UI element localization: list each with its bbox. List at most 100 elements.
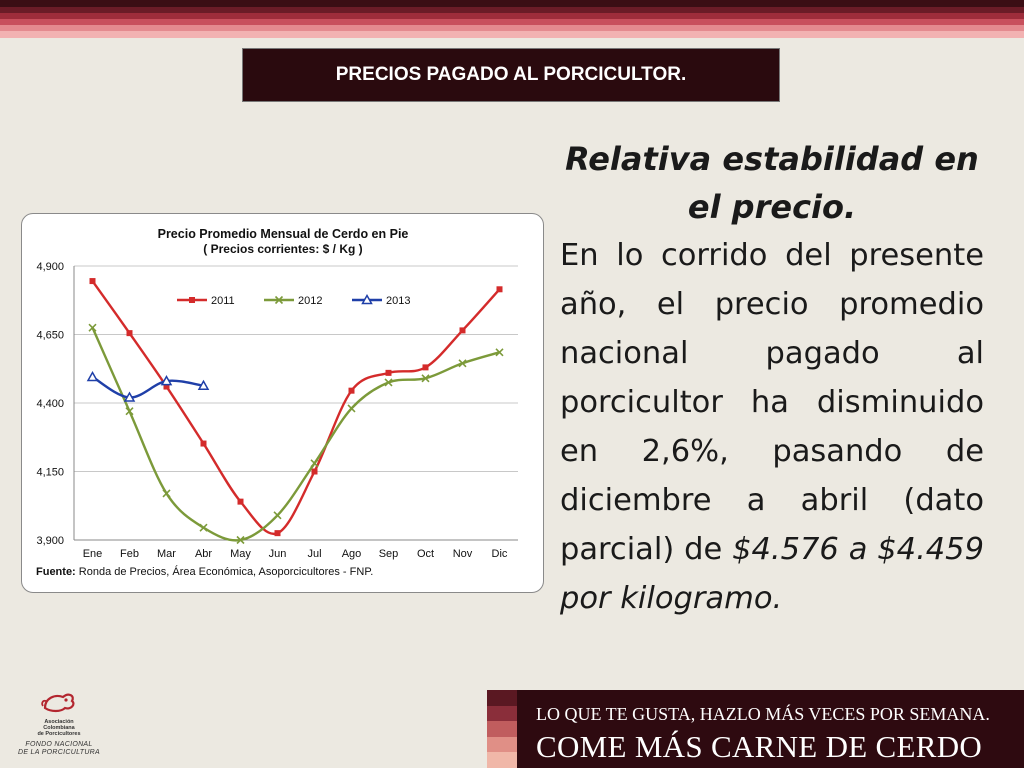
x-tick-label: Nov — [453, 548, 473, 560]
data-point-stroke — [88, 323, 97, 332]
chart-source: Fuente: Ronda de Precios, Área Económica… — [36, 566, 373, 578]
y-tick-label: 4,150 — [36, 467, 64, 479]
source-label: Fuente: — [36, 566, 76, 578]
banner-stripes — [487, 690, 517, 768]
x-tick-label: May — [230, 548, 251, 560]
data-point — [495, 348, 504, 357]
banner-stripe — [487, 690, 517, 706]
data-point — [237, 498, 244, 505]
data-point — [274, 295, 284, 305]
data-point — [125, 407, 134, 416]
axes: 3,900 4,150 4,400 4,650 4,900 Ene Feb Mar Abr May… — [36, 261, 518, 560]
x-tick-label: Feb — [120, 548, 139, 560]
data-point — [162, 489, 171, 498]
banner-stripe — [487, 706, 517, 721]
data-point — [86, 370, 99, 382]
body-paragraph: En lo corrido del presente año, el preci… — [560, 231, 984, 623]
data-point-stroke — [274, 295, 284, 305]
data-point-stroke — [125, 407, 134, 416]
x-tick-label: Mar — [157, 548, 176, 560]
data-point — [126, 330, 133, 337]
chart-title: Precio Promedio Mensual de Cerdo en Pie — [158, 227, 409, 241]
headline: Relativa estabilidad en el precio. — [565, 140, 979, 226]
data-point — [385, 369, 392, 376]
gridlines — [74, 265, 518, 541]
data-point-stroke — [458, 359, 467, 368]
x-tick-label: Sep — [379, 548, 399, 560]
chart-panel: Precio Promedio Mensual de Cerdo en Pie … — [21, 213, 544, 593]
data-point-stroke — [310, 459, 319, 468]
data-point-stroke — [236, 535, 245, 545]
x-tick-label: Ago — [342, 548, 362, 560]
data-point — [459, 327, 466, 334]
data-point — [163, 383, 170, 390]
y-tick-label: 4,900 — [36, 261, 64, 273]
legend: 2011 2012 2013 — [177, 293, 410, 307]
stripe — [0, 13, 1024, 19]
data-point-stroke — [199, 523, 208, 532]
chart-subtitle: ( Precios corrientes: $ / Kg ) — [203, 242, 362, 256]
data-point — [89, 278, 96, 285]
logo-fnp-line: FONDO NACIONAL — [25, 741, 93, 748]
legend-label: 2013 — [386, 295, 410, 307]
legend-label: 2011 — [211, 295, 235, 307]
top-stripes — [0, 0, 1024, 38]
data-point-stroke — [347, 404, 356, 413]
commentary: Relativa estabilidad en el precio. En lo… — [560, 135, 984, 623]
data-point-stroke — [421, 374, 430, 383]
price-line-chart: Precio Promedio Mensual de Cerdo en Pie … — [36, 227, 518, 560]
x-tick-label: Jul — [307, 548, 321, 560]
data-point — [236, 535, 245, 545]
data-point — [273, 511, 282, 520]
banner-stripe — [487, 737, 517, 752]
data-point — [422, 364, 429, 371]
data-point-stroke — [273, 511, 282, 520]
series-2011 — [89, 278, 503, 537]
data-point — [199, 523, 208, 532]
body-text: En lo corrido del presente año, el preci… — [560, 238, 984, 567]
data-point — [189, 297, 195, 303]
stripe — [0, 7, 1024, 13]
data-point — [123, 391, 136, 402]
x-tick-label: Jun — [269, 548, 287, 560]
logo-fnp-line: DE LA PORCICULTURA — [17, 749, 101, 756]
data-point — [311, 468, 318, 475]
data-point — [197, 379, 210, 390]
pig-logo-icon — [41, 693, 75, 713]
data-point — [347, 404, 356, 413]
data-point — [458, 359, 467, 368]
data-point — [310, 459, 319, 468]
source-text: Ronda de Precios, Área Económica, Asopor… — [78, 566, 374, 578]
logo-line: de Porcicultores — [37, 731, 81, 737]
legend-item: 2012 — [264, 295, 322, 307]
logo-line: Colombiana — [43, 725, 75, 731]
series-line — [91, 375, 204, 399]
legend-item: 2011 — [177, 295, 235, 307]
header-title: PRECIOS PAGADO AL PORCICULTOR. — [335, 64, 687, 85]
x-tick-label: Dic — [492, 548, 508, 560]
x-tick-label: Ene — [83, 548, 103, 560]
header-title-box: PRECIOS PAGADO AL PORCICULTOR. — [242, 48, 780, 102]
banner-tagline: LO QUE TE GUSTA, HAZLO MÁS VECES POR SEM… — [536, 704, 990, 724]
data-point-stroke — [162, 489, 171, 498]
data-point — [384, 378, 393, 387]
banner-stripe — [487, 721, 517, 737]
series-lines — [86, 278, 504, 545]
data-point — [160, 375, 173, 386]
association-logo: Asociación Colombiana de Porcicultores F… — [14, 688, 104, 758]
x-tick-label: Oct — [417, 548, 434, 560]
data-point — [496, 286, 503, 293]
data-point-stroke — [495, 348, 504, 357]
series-2013 — [86, 370, 210, 402]
stripe — [0, 31, 1024, 38]
body-text-prices: $4.576 a $4.459 por kilogramo. — [560, 532, 984, 616]
data-point — [348, 387, 355, 394]
series-2012 — [88, 323, 504, 545]
data-point — [88, 323, 97, 332]
banner-slogan: COME MÁS CARNE DE CERDO — [536, 729, 983, 764]
data-point — [274, 530, 281, 537]
y-tick-label: 4,650 — [36, 330, 64, 342]
y-tick-label: 3,900 — [36, 535, 64, 547]
promo-banner: LO QUE TE GUSTA, HAZLO MÁS VECES POR SEM… — [487, 690, 1024, 768]
data-point — [361, 293, 373, 305]
